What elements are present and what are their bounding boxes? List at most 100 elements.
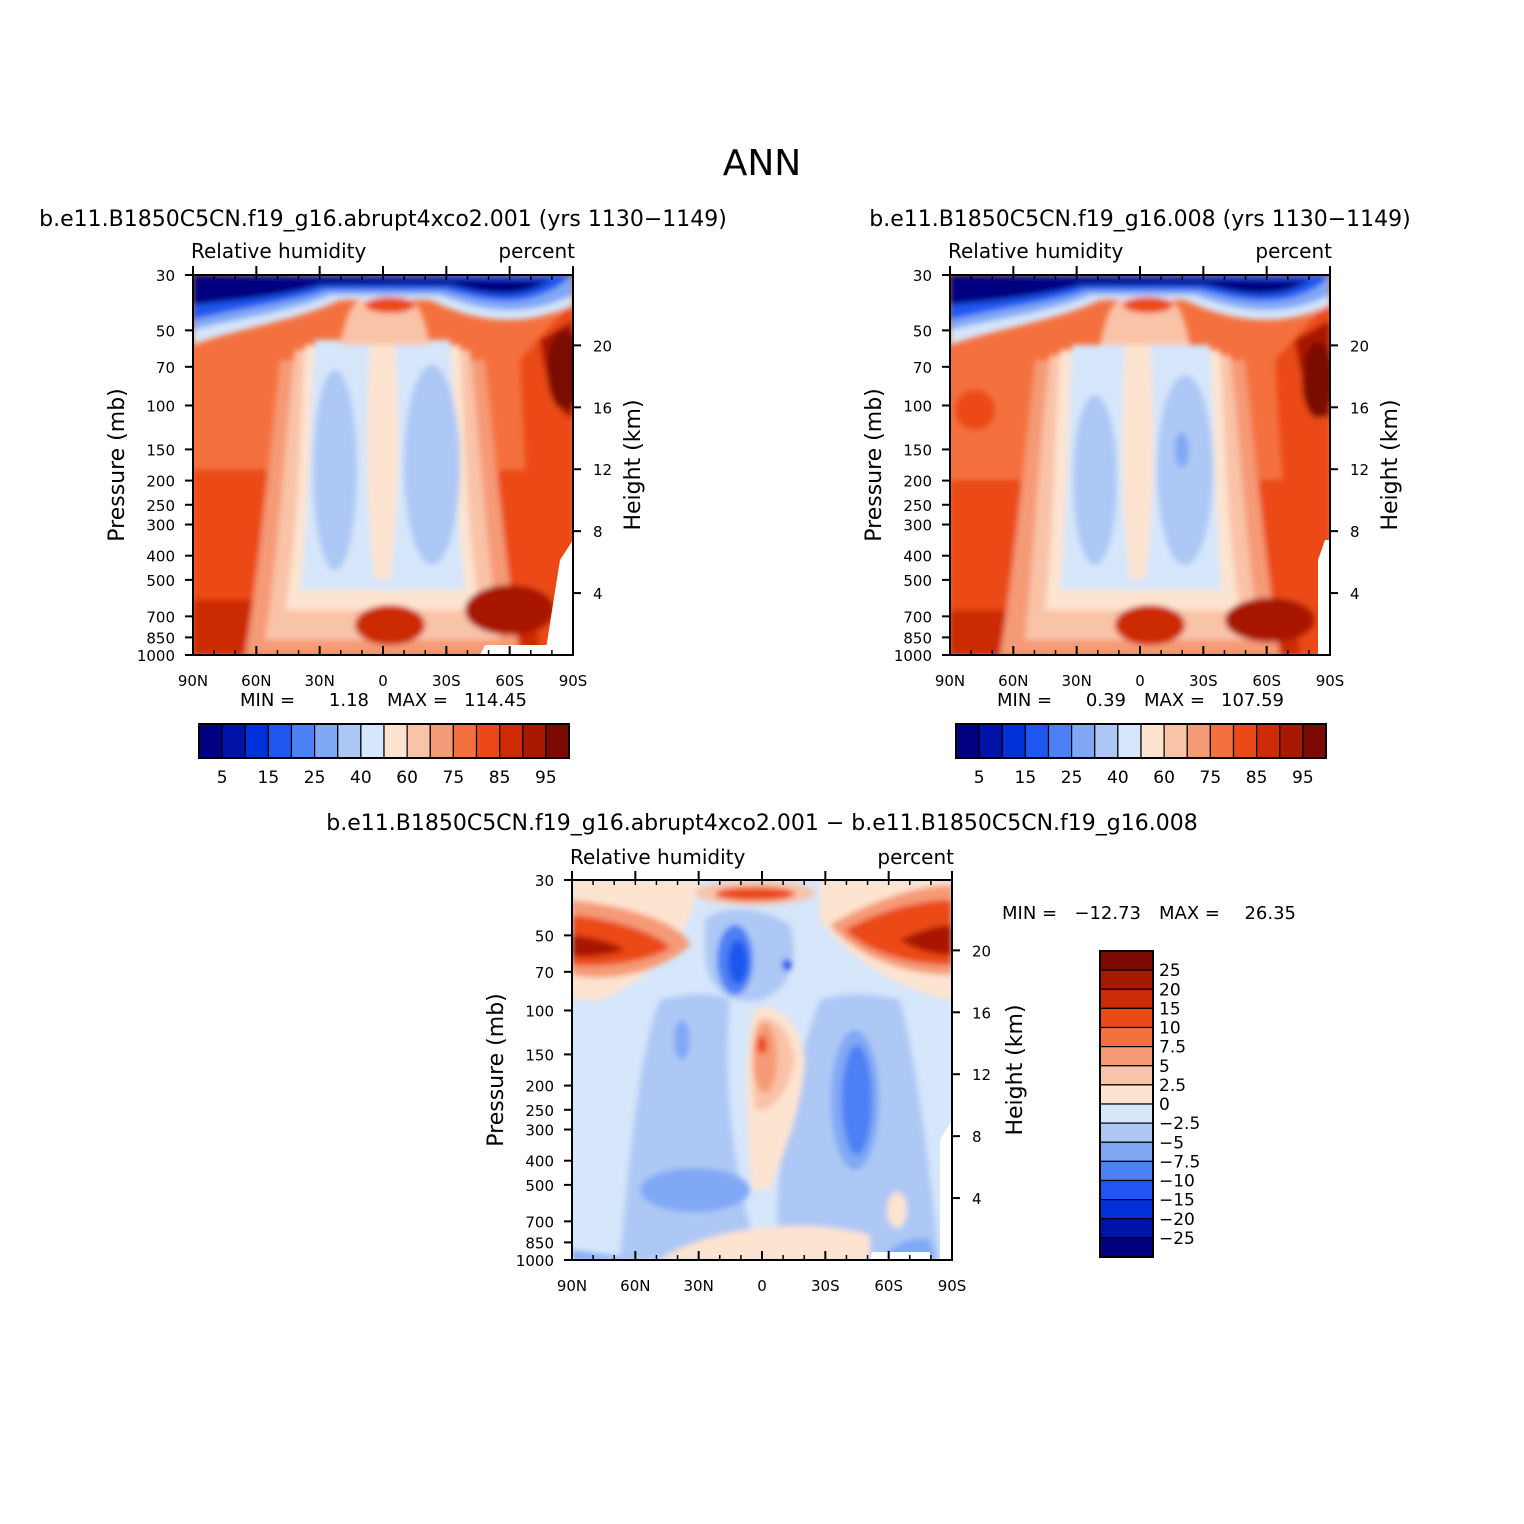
y-tick-label: 200 [525,1078,554,1096]
colorbar-box [1099,1141,1154,1162]
panel-2-ylabel: Pressure (mb) [862,388,887,542]
height-tick-label: 4 [593,585,603,603]
colorbar-box [406,723,431,759]
panel-3-max-label: MAX = [1159,903,1220,924]
colorbar-box [1099,988,1154,1009]
panel-2-ylabel-right: Height (km) [1378,399,1403,530]
height-tick-label: 4 [1350,585,1360,603]
colorbar-box [452,723,478,759]
panel-2-max-label: MAX = [1144,690,1205,711]
panel-3-subtitle-left: Relative humidity [570,845,745,869]
y-tick-label: 100 [146,397,175,415]
panel-3-title: b.e11.B1850C5CN.f19_g16.abrupt4xco2.001 … [326,811,1197,836]
y-tick-label: 300 [525,1122,554,1140]
y-tick-label: 200 [903,473,932,491]
colorbar-label: 40 [1107,768,1129,788]
colorbar-box [1099,1199,1154,1220]
panel-2-subtitle-left: Relative humidity [948,239,1123,263]
y-tick-label: 50 [535,927,554,945]
panel-1-min-value: 1.18 [329,690,369,711]
colorbar-box [1099,969,1154,990]
x-tick-label: 0 [378,672,388,690]
x-tick-label: 60S [874,1277,903,1295]
y-tick-label: 150 [146,441,175,459]
height-tick-label: 8 [972,1128,982,1146]
y-tick-label: 700 [525,1213,554,1231]
panel-3: b.e11.B1850C5CN.f19_g16.abrupt4xco2.001 … [326,811,1296,1295]
colorbar-box [1099,1122,1154,1143]
height-tick-label: 4 [972,1190,982,1208]
colorbar-label: 95 [1292,768,1314,788]
colorbar-box [1099,1218,1154,1239]
figure-title: ANN [723,143,802,184]
y-tick-label: 150 [525,1046,554,1064]
panel-1-min-label: MIN = [240,690,295,711]
y-tick-label: 700 [903,608,932,626]
y-tick-label: 70 [913,359,932,377]
colorbar-box [1099,1084,1154,1105]
colorbar-box [955,723,980,759]
y-tick-label: 250 [146,497,175,515]
colorbar-box [1024,723,1050,759]
x-tick-label: 90N [178,672,208,690]
panel-1-subtitle-left: Relative humidity [191,239,366,263]
colorbar-box [1140,723,1165,759]
x-tick-label: 30N [1062,672,1092,690]
panel-1-max-label: MAX = [387,690,448,711]
colorbar-label: 7.5 [1159,1038,1186,1058]
y-tick-label: 500 [903,572,932,590]
y-tick-label: 30 [913,267,932,285]
panel-2-min-label: MIN = [997,690,1052,711]
y-tick-label: 30 [535,872,554,890]
colorbar-box [360,723,385,759]
colorbar-label: 10 [1159,1019,1181,1039]
colorbar-label: 15 [258,768,280,788]
panel-2-field [950,275,1330,655]
y-tick-label: 700 [146,608,175,626]
y-tick-label: 500 [146,572,175,590]
colorbar-box [198,723,223,759]
y-tick-label: 100 [903,397,932,415]
colorbar-label: 2.5 [1159,1076,1186,1096]
colorbar-box [1232,723,1258,759]
colorbar-box [1099,1065,1154,1086]
colorbar-box [1302,723,1327,759]
x-tick-label: 60S [495,672,524,690]
panel-3-ylabel: Pressure (mb) [484,993,509,1147]
colorbar-label: 25 [304,768,326,788]
colorbar-label: 5 [974,768,985,788]
colorbar-box [545,723,570,759]
y-tick-label: 400 [525,1153,554,1171]
colorbar-label: 5 [217,768,228,788]
x-tick-label: 30S [1189,672,1218,690]
colorbar-label: 5 [1159,1057,1170,1077]
height-tick-label: 16 [593,399,612,417]
panel-1-colorbar: 5 15 25 40 60 75 85 95 [198,723,570,788]
colorbar-frame [198,723,570,759]
colorbar-box [499,723,524,759]
colorbar-box [1099,1179,1154,1201]
colorbar-box [244,723,269,759]
panel-3-min-label: MIN = [1002,903,1057,924]
panel-1: b.e11.B1850C5CN.f19_g16.abrupt4xco2.001 … [39,207,727,788]
colorbar-label: 15 [1159,999,1181,1019]
y-tick-label: 500 [525,1177,554,1195]
colorbar-label: 15 [1015,768,1037,788]
colorbar-box [1099,1026,1154,1048]
colorbar-box [1099,1160,1154,1182]
colorbar-box [337,723,362,759]
colorbar-label: 25 [1061,768,1083,788]
y-tick-label: 850 [146,629,175,647]
colorbar-box [1094,723,1119,759]
y-tick-label: 400 [146,548,175,566]
y-tick-label: 1000 [894,647,932,665]
colorbar-label: 25 [1159,961,1181,981]
panel-2: b.e11.B1850C5CN.f19_g16.008 (yrs 1130−11… [862,207,1411,788]
panel-1-ylabel: Pressure (mb) [105,388,130,542]
panel-3-ylabel-right: Height (km) [1003,1004,1028,1135]
y-tick-label: 250 [903,497,932,515]
colorbar-box [1099,1007,1154,1029]
colorbar-box [1186,723,1211,759]
